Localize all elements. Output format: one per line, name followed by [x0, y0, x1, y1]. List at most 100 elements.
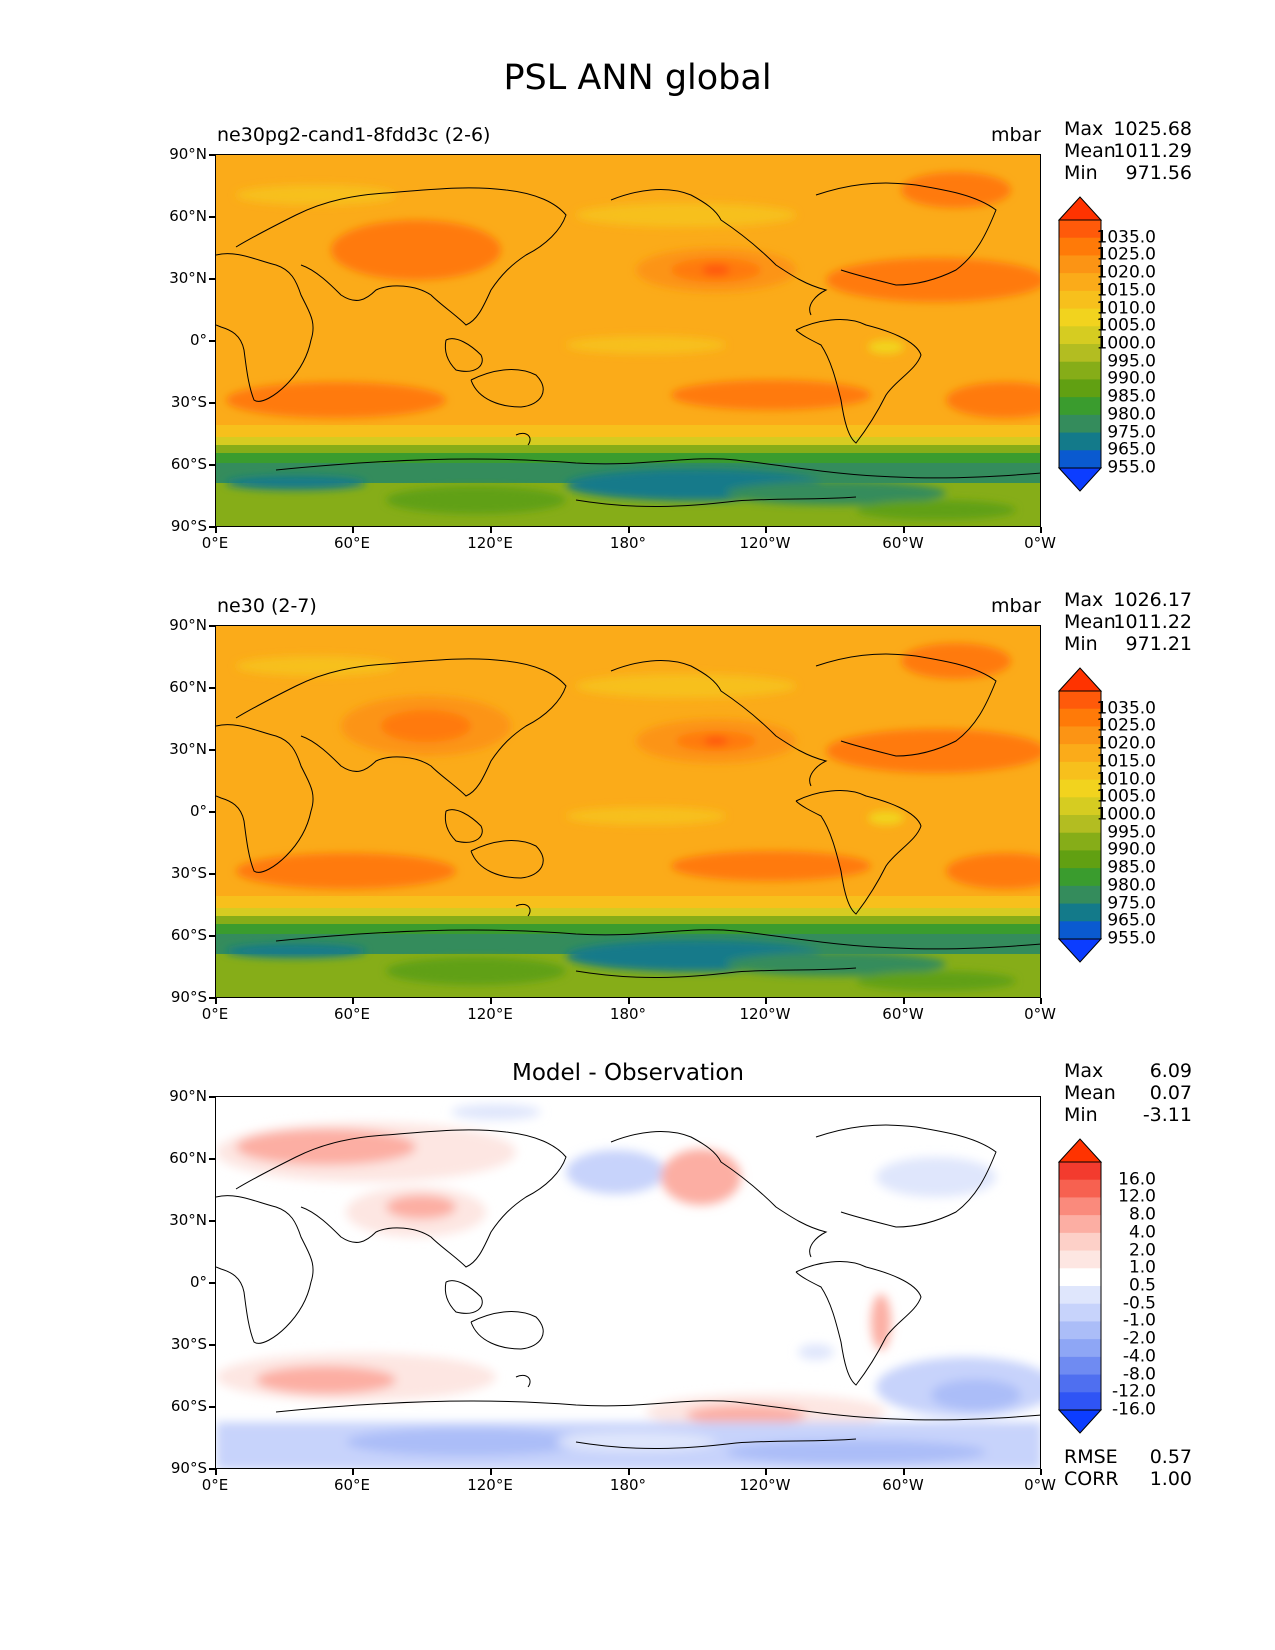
- lon-label: 0°E: [201, 1476, 229, 1494]
- lon-label: 0°W: [1024, 1005, 1056, 1023]
- stat-label: Mean: [1064, 611, 1116, 633]
- lat-label: 30°S: [170, 393, 207, 411]
- colorbar-tick-label: 980.0: [1107, 404, 1156, 425]
- colorbar-tick-label: 965.0: [1107, 910, 1156, 931]
- colorbar-swatch: [1059, 1215, 1101, 1234]
- lat-label: 60°S: [170, 926, 207, 944]
- colorbar-swatch: [1059, 397, 1101, 416]
- colorbar-extend-min: [1057, 467, 1103, 492]
- colorbar: 1035.0 1025.0 1020.0 1015.0 1010.0 1005.0 1000…: [1057, 196, 1208, 496]
- colorbar-outline: [1058, 219, 1102, 469]
- stat-label: Min: [1064, 162, 1098, 184]
- stat-value: 1011.22: [1113, 611, 1192, 633]
- colorbar-tick-label: 1035.0: [1096, 227, 1156, 248]
- stat-value: -3.11: [1142, 1104, 1192, 1126]
- colorbar-swatch: [1059, 708, 1101, 727]
- stats-block: Max 6.09 Mean 0.07 Min -3.11: [1064, 1060, 1192, 1126]
- stat-value: 971.56: [1125, 162, 1192, 184]
- colorbar-outline: [1058, 1161, 1102, 1411]
- colorbar-tick-label: 1005.0: [1096, 315, 1156, 336]
- stat-label: Max: [1064, 589, 1104, 611]
- colorbar-tick-label: 965.0: [1107, 439, 1156, 460]
- colorbar-swatch: [1059, 761, 1101, 781]
- colorbar-extend-max: [1057, 667, 1103, 692]
- colorbar: 1035.0 1025.0 1020.0 1015.0 1010.0 1005.0 1000…: [1057, 667, 1208, 967]
- lon-label: 0°E: [201, 1005, 229, 1023]
- lon-label: 60°W: [882, 534, 924, 552]
- colorbar-swatch: [1059, 273, 1101, 292]
- colorbar-tick-label: 1025.0: [1096, 715, 1156, 736]
- colorbar-swatch: [1059, 1286, 1101, 1305]
- figure-title: PSL ANN global: [503, 58, 772, 98]
- colorbar-swatch: [1059, 903, 1101, 922]
- colorbar-swatches: [1057, 667, 1103, 963]
- colorbar-tick-label: 995.0: [1107, 822, 1156, 843]
- colorbar-swatch: [1059, 885, 1101, 905]
- colorbar-tick-label: 985.0: [1107, 386, 1156, 407]
- colorbar-tick-label: 1020.0: [1096, 733, 1156, 754]
- lon-label: 60°W: [882, 1476, 924, 1494]
- panel-units: mbar: [990, 595, 1041, 617]
- colorbar-extend-min: [1057, 938, 1103, 963]
- colorbar: 16.0 12.0 8.0 4.0 2.0 1.0 0.5 -0.5 -1.0 -2.0 -4.0-…: [1057, 1138, 1208, 1438]
- lon-label: 180°: [609, 1005, 647, 1023]
- coastlines: [216, 182, 1040, 508]
- lat-label: 0°: [189, 1273, 207, 1291]
- stat-label: Mean: [1064, 1082, 1116, 1104]
- colorbar-tick-label: 1010.0: [1096, 769, 1156, 790]
- lon-label: 60°W: [882, 1005, 924, 1023]
- lat-label: 90°N: [169, 145, 207, 163]
- stat-value: 971.21: [1125, 633, 1192, 655]
- colorbar-tick-label: 1035.0: [1096, 698, 1156, 719]
- stat-label: Min: [1064, 1104, 1098, 1126]
- colorbar-swatch: [1059, 255, 1101, 274]
- stat-label: Max: [1064, 1060, 1104, 1082]
- lat-label: 60°S: [170, 455, 207, 473]
- lon-label: 120°W: [739, 1476, 791, 1494]
- stat-value: 1025.68: [1113, 118, 1192, 140]
- lon-label: 0°W: [1024, 1476, 1056, 1494]
- colorbar-tick-label: -16.0: [1112, 1399, 1156, 1420]
- colorbar-swatch: [1059, 868, 1101, 887]
- colorbar-swatch: [1059, 1250, 1101, 1269]
- lon-label: 120°E: [467, 1476, 513, 1494]
- colorbar-tick-label: 8.0: [1128, 1204, 1156, 1225]
- coastlines: [216, 1124, 1040, 1450]
- map-plot-area: [215, 1096, 1041, 1469]
- lon-label: 120°W: [739, 1005, 791, 1023]
- colorbar-extend-max: [1057, 196, 1103, 221]
- colorbar-tick-label: 1000.0: [1096, 333, 1156, 354]
- lon-label: 180°: [609, 534, 647, 552]
- lon-label: 120°E: [467, 1005, 513, 1023]
- colorbar-tick-label: 975.0: [1107, 422, 1156, 443]
- colorbar-swatch: [1059, 1179, 1101, 1198]
- colorbar-swatch: [1059, 1197, 1101, 1216]
- colorbar-swatch: [1059, 1392, 1101, 1411]
- stat-value: 1026.17: [1113, 589, 1192, 611]
- colorbar-tick-label: 16.0: [1118, 1169, 1156, 1190]
- colorbar-swatch: [1059, 921, 1101, 940]
- colorbar-swatch: [1059, 237, 1101, 256]
- colorbar-tick-label: 4.0: [1128, 1222, 1156, 1243]
- colorbar-tick-label: 995.0: [1107, 351, 1156, 372]
- panel-title: ne30pg2-cand1-8fdd3c (2-6): [217, 124, 491, 146]
- lon-label: 60°E: [333, 1476, 371, 1494]
- colorbar-tick-label: 12.0: [1118, 1186, 1156, 1207]
- metric-label: RMSE: [1064, 1446, 1118, 1468]
- map-plot-area: [215, 154, 1041, 527]
- lat-label: 60°S: [170, 1397, 207, 1415]
- lat-label: 30°S: [170, 1335, 207, 1353]
- lat-label: 60°N: [169, 678, 207, 696]
- colorbar-tick-label: 1000.0: [1096, 804, 1156, 825]
- lon-label: 120°W: [739, 534, 791, 552]
- metric-value: 1.00: [1149, 1468, 1192, 1490]
- metric-value: 0.57: [1149, 1446, 1192, 1468]
- colorbar-tick-label: -8.0: [1122, 1364, 1156, 1385]
- panel-title: Model - Observation: [511, 1060, 745, 1086]
- lat-label: 60°N: [169, 1149, 207, 1167]
- colorbar-tick-label: 955.0: [1107, 457, 1156, 478]
- colorbar-extend-min: [1057, 1409, 1103, 1434]
- colorbar-tick-label: -2.0: [1122, 1328, 1156, 1349]
- colorbar-swatch: [1059, 290, 1101, 310]
- colorbar-swatch: [1059, 220, 1101, 239]
